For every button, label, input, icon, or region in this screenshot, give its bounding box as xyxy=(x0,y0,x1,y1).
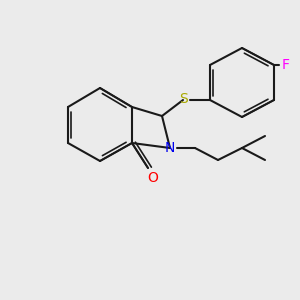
Text: N: N xyxy=(165,141,175,155)
Text: S: S xyxy=(178,92,188,106)
Text: O: O xyxy=(148,171,158,185)
Text: F: F xyxy=(282,58,290,72)
